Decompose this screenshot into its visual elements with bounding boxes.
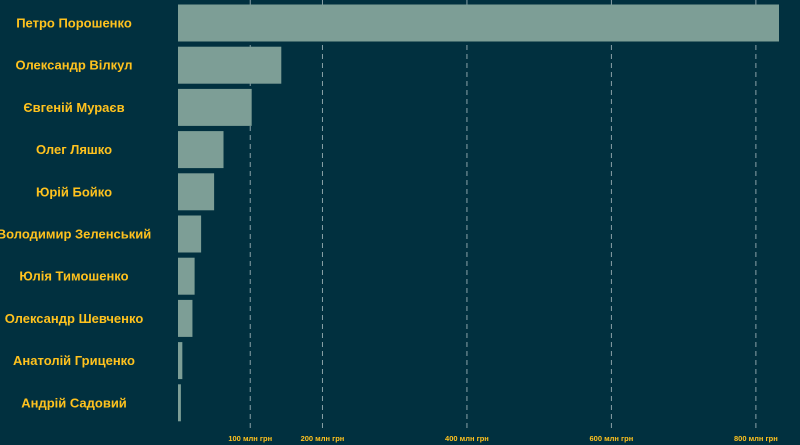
x-tick-label: 200 млн грн <box>301 434 345 443</box>
category-label: Олександр Шевченко <box>5 311 144 326</box>
x-tick-labels: 100 млн грн 200 млн грн 400 млн грн 600 млн… <box>228 434 777 443</box>
category-label: Юлія Тимошенко <box>19 269 128 284</box>
category-label: Євгеній Мураєв <box>23 100 124 115</box>
bar <box>178 46 282 84</box>
category-labels: Петро Порошенко Олександр Вілкул Євгеній М… <box>0 16 151 411</box>
bar <box>178 299 193 337</box>
category-label: Андрій Садовий <box>21 395 127 410</box>
bars <box>178 4 779 422</box>
category-label: Олег Ляшко <box>36 142 112 157</box>
bar <box>178 257 195 295</box>
category-label: Олександр Вілкул <box>16 58 133 73</box>
bar <box>178 342 183 380</box>
category-label: Петро Порошенко <box>16 16 132 31</box>
bar <box>178 131 224 169</box>
x-tick-label: 100 млн грн <box>228 434 272 443</box>
x-tick-label: 600 млн грн <box>590 434 634 443</box>
bar <box>178 215 202 253</box>
x-tick-label: 400 млн грн <box>445 434 489 443</box>
bar <box>178 384 181 422</box>
bar <box>178 88 252 126</box>
x-tick-label: 800 млн грн <box>734 434 778 443</box>
category-label: Володимир Зеленський <box>0 227 151 242</box>
category-label: Анатолій Гриценко <box>13 353 135 368</box>
grid-lines <box>249 0 757 430</box>
category-label: Юрій Бойко <box>36 184 112 199</box>
bar <box>178 4 779 42</box>
bar <box>178 173 215 211</box>
